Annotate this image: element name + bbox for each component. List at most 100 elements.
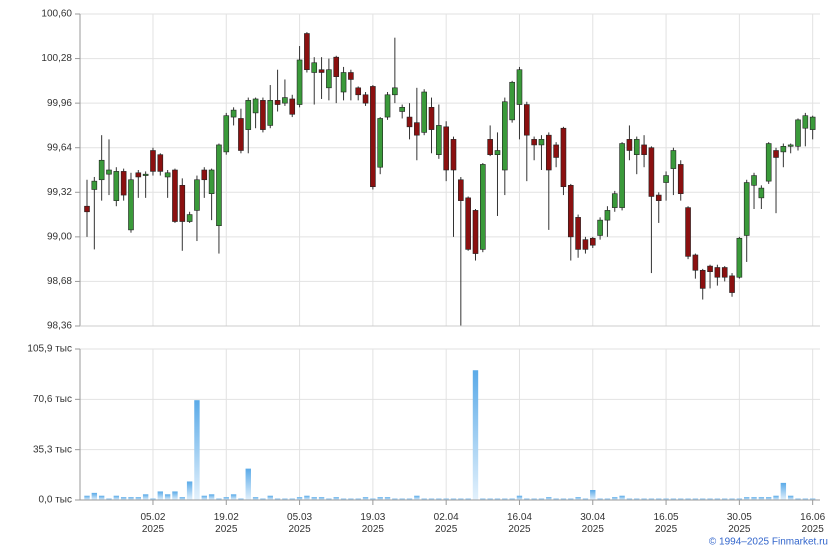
volume-bar <box>531 498 537 500</box>
volume-bar <box>685 498 691 500</box>
volume-bar <box>355 498 361 500</box>
candle-body <box>362 94 369 104</box>
candle-body <box>326 69 332 89</box>
candle-body <box>84 205 90 213</box>
volume-bar <box>216 498 222 500</box>
volume-bar <box>304 495 310 500</box>
volume-bar <box>443 498 449 500</box>
volume-bar <box>597 498 603 500</box>
volume-bar <box>744 497 750 500</box>
candle-body <box>531 139 537 146</box>
candle-body <box>487 139 493 155</box>
x-tick-label: 16.06 2025 <box>800 512 825 535</box>
volume-bar <box>326 498 332 500</box>
volume-bar <box>722 498 728 500</box>
x-tick-label: 05.02 2025 <box>140 512 165 535</box>
y-tick-label: 35,3 тыс <box>33 444 72 455</box>
y-tick-label: 70,6 тыс <box>33 394 72 405</box>
candle-body <box>458 179 464 201</box>
y-tick-label: 98,68 <box>47 276 72 287</box>
volume-bar <box>736 498 743 500</box>
volume-bar <box>120 497 127 500</box>
candle-body <box>648 147 655 197</box>
candle-body <box>509 81 515 121</box>
volume-bar <box>201 495 207 500</box>
volume-bar <box>568 498 574 500</box>
candle-body <box>714 267 721 278</box>
volume-bar <box>648 498 655 500</box>
candle-body <box>736 237 743 278</box>
volume-bar <box>135 497 142 500</box>
volume-bar <box>208 494 215 500</box>
volume-bar <box>707 498 713 500</box>
volume-bar <box>414 495 420 500</box>
volume-bar <box>751 497 757 500</box>
x-tick-label: 30.04 2025 <box>580 512 605 535</box>
candle-body <box>399 107 405 112</box>
candle-body <box>164 172 171 178</box>
volume-bar <box>604 498 611 500</box>
candle-body <box>128 179 134 231</box>
volume-bar <box>590 490 596 500</box>
volume-bar <box>538 498 545 500</box>
volume-bar <box>238 498 244 500</box>
candle-body <box>414 122 420 136</box>
candle-body <box>545 134 552 171</box>
candle-body <box>304 33 310 71</box>
candle-body <box>589 237 596 246</box>
candle-body <box>186 214 193 222</box>
candle-body <box>421 91 427 133</box>
y-tick-label: 0,0 тыс <box>39 495 72 506</box>
candle-body <box>655 194 662 201</box>
candle-body <box>707 265 713 272</box>
volume-bar <box>436 498 442 500</box>
candle-body <box>142 173 149 176</box>
volume-bar <box>172 491 178 500</box>
volume-bar <box>802 498 809 500</box>
volume-bar <box>406 498 413 500</box>
candle-body <box>567 185 574 238</box>
x-tick-label: 16.05 2025 <box>654 512 679 535</box>
volume-bar <box>223 497 229 500</box>
volume-bar <box>428 498 435 500</box>
candle-body <box>208 169 215 194</box>
candle-body <box>472 210 479 254</box>
candle-body <box>809 116 816 130</box>
volume-bar <box>274 498 281 500</box>
candle-body <box>355 87 362 96</box>
candle-body <box>597 219 603 236</box>
candle-body <box>502 101 508 171</box>
volume-bar <box>641 498 647 500</box>
candle-body <box>582 239 589 250</box>
y-tick-label: 100,28 <box>41 53 72 64</box>
candle-body <box>465 197 471 250</box>
candle-body <box>611 193 618 208</box>
volume-bar <box>340 498 347 500</box>
candle-body <box>311 62 318 73</box>
candle-body <box>370 86 376 188</box>
candle-body <box>729 275 735 293</box>
candle-body <box>765 143 772 182</box>
candle-body <box>494 150 501 155</box>
candle-body <box>553 144 559 158</box>
candle-body <box>560 127 567 188</box>
volume-bar <box>128 497 134 500</box>
volume-bar <box>758 497 765 500</box>
candle-body <box>179 185 186 222</box>
candle-body <box>575 217 581 250</box>
volume-bar <box>384 497 391 500</box>
volume-bar <box>91 492 98 500</box>
candle-body <box>523 104 530 136</box>
volume-bar <box>670 498 677 500</box>
candle-body <box>223 115 230 153</box>
volume-bar <box>480 498 486 500</box>
volume-bar <box>729 498 735 500</box>
volume-bar <box>377 497 383 500</box>
candle-body <box>348 72 354 80</box>
volume-bar <box>289 498 295 500</box>
volume-bar <box>787 495 794 500</box>
candle-body <box>216 144 222 227</box>
y-tick-label: 105,9 тыс <box>27 344 72 355</box>
volume-bar <box>113 495 120 500</box>
